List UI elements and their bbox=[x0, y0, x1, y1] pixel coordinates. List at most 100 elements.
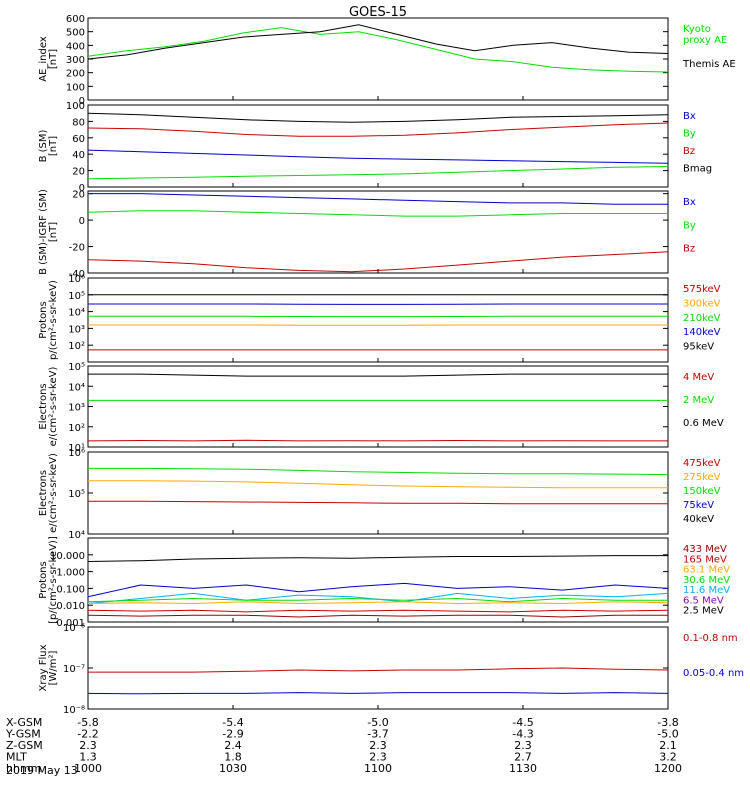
x-row-label: hhmm bbox=[6, 762, 41, 775]
y-axis-label: p/(cm²-s-sr-keV) bbox=[48, 280, 59, 360]
panel-2: 0 20 40 60 80 100 B (SM) [nT] Bx By Bz Bmag bbox=[38, 101, 712, 194]
x-tick-label: -3.8 bbox=[657, 716, 678, 729]
legend-entry: By bbox=[683, 129, 696, 140]
x-tick-label: 1100 bbox=[364, 762, 392, 775]
x-tick-label: 3.2 bbox=[659, 751, 677, 764]
series-line-bz bbox=[87, 251, 669, 273]
y-tick-label: 100 bbox=[66, 101, 85, 112]
y-axis-label: B (SM) bbox=[38, 129, 49, 162]
x-row-label: Z-GSM bbox=[6, 739, 43, 752]
y-tick-label: 0 bbox=[79, 216, 85, 227]
legend-entry: Bmag bbox=[683, 164, 712, 175]
panel-frame bbox=[87, 451, 669, 535]
y-tick-label: 10⁵ bbox=[68, 489, 85, 500]
series-line-0-05-0-4-nm bbox=[87, 692, 669, 695]
legend-entry: Bx bbox=[683, 197, 696, 208]
legend-entry: 0.1-0.8 nm bbox=[683, 633, 738, 644]
legend-entry: 4 MeV bbox=[683, 372, 714, 383]
x-tick-label: -4.3 bbox=[512, 728, 533, 741]
series-line-bmag bbox=[87, 112, 669, 123]
y-tick-label: 0 bbox=[79, 96, 85, 107]
legend-entry: Bz bbox=[683, 244, 695, 255]
panel-frame bbox=[87, 365, 669, 448]
y-tick-label: 1.000 bbox=[56, 568, 85, 579]
x-tick-label: -5.0 bbox=[367, 716, 388, 729]
x-tick-label: -5.8 bbox=[77, 716, 98, 729]
legend-entry: 433 MeV bbox=[683, 544, 727, 555]
x-tick-label: 1.3 bbox=[79, 751, 97, 764]
y-tick-label: -20 bbox=[69, 243, 85, 254]
series-line-0-6-mev bbox=[88, 373, 668, 377]
x-tick-label: 2.3 bbox=[514, 739, 532, 752]
legend-entry: 40keV bbox=[683, 514, 714, 525]
legend-entry: 0.05-0.4 nm bbox=[683, 668, 744, 679]
legend-entry: 0.6 MeV bbox=[683, 418, 724, 429]
legend-entry: Kyoto bbox=[683, 24, 711, 35]
series-line-2-5-mev bbox=[87, 555, 668, 562]
panel-6: 10⁴ 10⁵ 10⁶ Electrons e/(cm²-s-sr-keV) 475keV… bbox=[38, 448, 721, 541]
legend-entry: 30.6 MeV bbox=[683, 575, 730, 586]
series-line-0-1-0-8-nm bbox=[88, 667, 669, 673]
legend-entry: 6.5 MeV bbox=[683, 595, 724, 606]
y-tick-label: 10⁻⁸ bbox=[63, 705, 85, 716]
y-tick-label: 400 bbox=[66, 41, 85, 52]
x-tick-label: -2.2 bbox=[77, 728, 98, 741]
x-tick-label: 1000 bbox=[74, 762, 102, 775]
panel-8: 10⁻⁸ 10⁻⁷ 10⁻⁶ Xray Flux [W/m²] 0.1-0.8 nm 0.0… bbox=[38, 623, 744, 716]
y-tick-label: 0.001 bbox=[56, 618, 85, 629]
x-tick-label: 2.3 bbox=[369, 739, 387, 752]
y-tick-label: 40 bbox=[72, 150, 85, 161]
x-tick-label: 2.1 bbox=[659, 739, 677, 752]
x-row-label: X-GSM bbox=[6, 716, 42, 729]
date-label: 2019 May 13 bbox=[6, 764, 78, 777]
legend-entry: Bx bbox=[683, 111, 696, 122]
y-tick-label: 10⁶ bbox=[68, 448, 85, 459]
panel-4: 10² 10³ 10⁴ 10⁵ 10⁶ Protons p/(cm²-s-sr-keV) 57… bbox=[38, 274, 721, 363]
y-tick-label: 0 bbox=[79, 183, 85, 194]
plot-title: GOES-15 bbox=[349, 5, 407, 20]
y-tick-label: 10³ bbox=[68, 403, 85, 414]
panel-5: 10¹ 10² 10³ 10⁴ 10⁵ Electrons e/(cm²-s-sr-keV)… bbox=[38, 362, 724, 454]
legend-entry: 2.5 MeV bbox=[683, 606, 724, 617]
legend-entry: Themis AE bbox=[682, 59, 736, 70]
y-axis-label: Protons bbox=[38, 301, 49, 338]
x-row-label: MLT bbox=[6, 751, 27, 764]
y-tick-label: 10³ bbox=[68, 324, 85, 335]
y-axis-label: e/(cm²-s-sr-keV) bbox=[48, 367, 59, 447]
y-axis-label: [p/(cm²-s-sr-keV)] bbox=[48, 536, 59, 624]
x-row-label: Y-GSM bbox=[5, 728, 41, 741]
y-axis-label: [W/m²] bbox=[48, 650, 59, 685]
x-tick-label: -4.5 bbox=[512, 716, 533, 729]
y-axis-label: Xray Flux bbox=[38, 644, 49, 691]
x-tick-label: -2.9 bbox=[222, 728, 243, 741]
y-tick-label: 80 bbox=[72, 117, 85, 128]
x-tick-label: 2.7 bbox=[514, 751, 532, 764]
y-axis-label: [nT] bbox=[48, 136, 59, 156]
legend-entry: 575keV bbox=[683, 284, 721, 295]
x-tick-label: 2.4 bbox=[224, 739, 242, 752]
x-tick-label: -5.4 bbox=[222, 716, 243, 729]
y-tick-label: 10⁻⁶ bbox=[63, 623, 85, 634]
legend-entry: 75keV bbox=[683, 500, 714, 511]
legend-entry: 11.6 MeV bbox=[683, 585, 730, 596]
x-tick-label: 1030 bbox=[219, 762, 247, 775]
legend-entry: 475keV bbox=[683, 458, 721, 469]
legend-entry: 63.1 MeV bbox=[683, 565, 730, 576]
legend-entry: 2 MeV bbox=[683, 395, 714, 406]
series-line-6-5-mev bbox=[87, 582, 669, 598]
series-line-by bbox=[87, 166, 669, 180]
series-line-275kev bbox=[88, 480, 668, 489]
y-tick-label: 10⁶ bbox=[68, 274, 85, 285]
x-tick-label: -3.7 bbox=[367, 728, 388, 741]
y-tick-label: 20 bbox=[72, 167, 85, 178]
y-tick-label: 20 bbox=[72, 190, 85, 201]
series-line-4-mev bbox=[87, 439, 668, 442]
legend-entry: Bz bbox=[683, 146, 695, 157]
legend-entry: proxy AE bbox=[683, 35, 727, 46]
y-tick-label: 100 bbox=[66, 82, 85, 93]
y-tick-label: 600 bbox=[66, 14, 85, 25]
x-tick-label: -5.0 bbox=[657, 728, 678, 741]
y-axis-label: Electrons bbox=[38, 470, 49, 516]
